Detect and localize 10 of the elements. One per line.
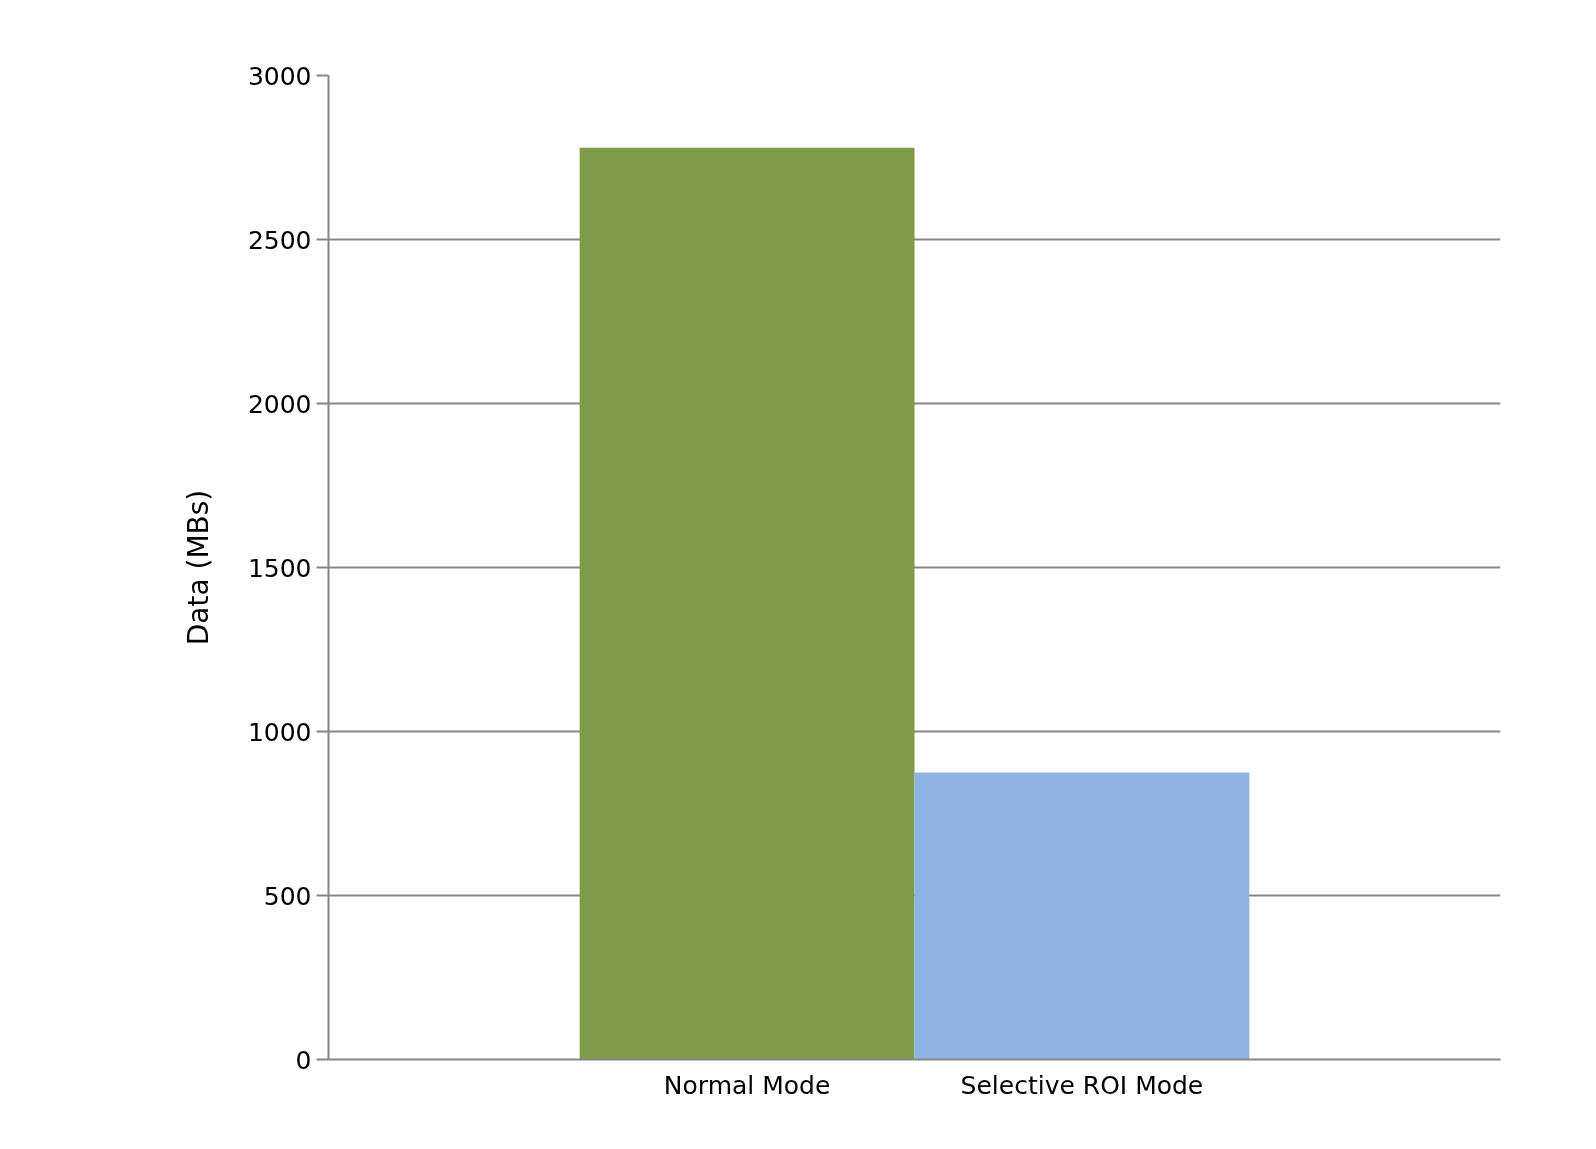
x-tick-label: Selective ROI Mode	[960, 1070, 1204, 1100]
y-tick-label: 2000	[247, 389, 312, 419]
y-tick-label: 2500	[247, 225, 312, 255]
y-tick-label: 1000	[247, 717, 312, 747]
y-axis-title: Data (MBs)	[181, 489, 215, 646]
y-tick-label: 1500	[247, 553, 312, 583]
y-tick-label: 0	[295, 1045, 312, 1075]
y-tick-label: 500	[263, 881, 312, 911]
y-tick-label: 3000	[247, 61, 312, 91]
x-tick-label: Normal Mode	[663, 1070, 831, 1100]
